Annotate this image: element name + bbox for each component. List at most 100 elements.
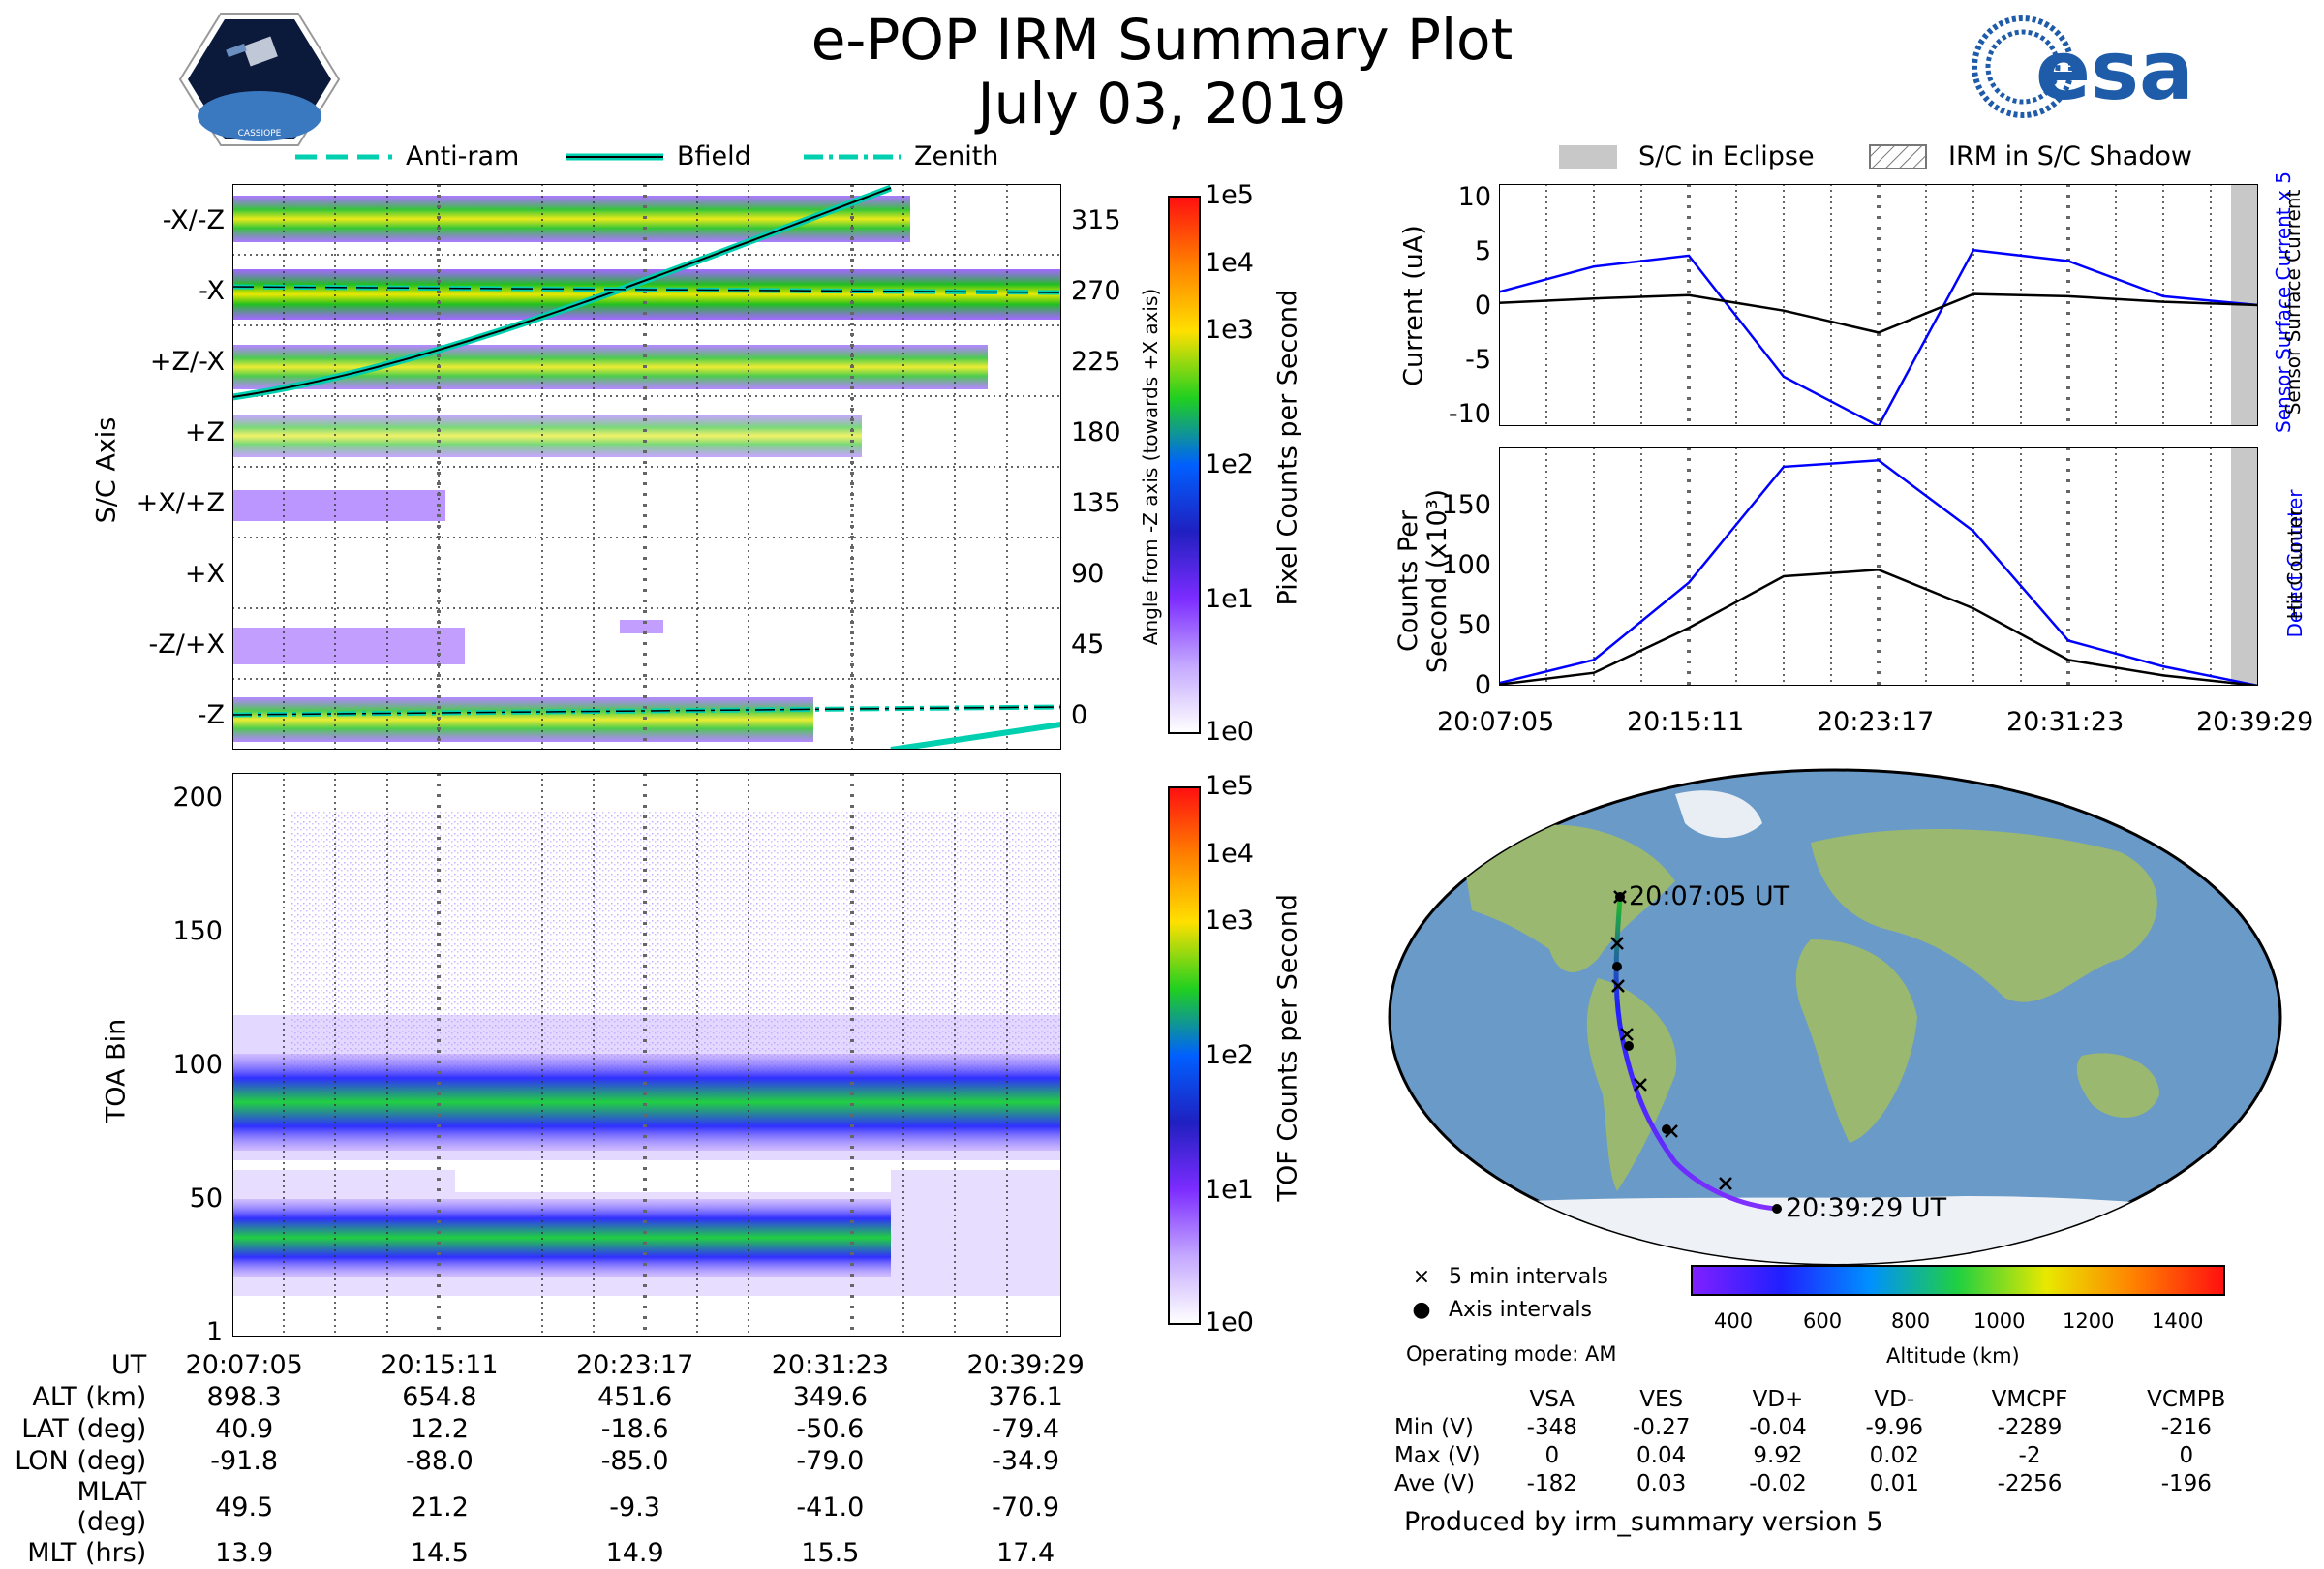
orbit-row: ALT (km) 898.3 654.8 451.6 349.6 376.1: [0, 1381, 1123, 1413]
axis-tick: -Z/+X: [148, 630, 225, 660]
orbit-row-label: ALT (km): [32, 1382, 147, 1412]
colorbar-tick: 1e5: [1205, 771, 1254, 801]
svg-text:CASSIOPE: CASSIOPE: [238, 129, 282, 138]
axis-tick: 1: [205, 1317, 223, 1347]
voltage-cell: -216: [2160, 1414, 2212, 1440]
orbit-row-label: UT: [111, 1350, 147, 1380]
colorbar-tick: 1e4: [1205, 248, 1254, 278]
orbit-row: LAT (deg) 40.9 12.2 -18.6 -50.6 -79.4: [0, 1413, 1123, 1445]
axis-tick: 135: [1071, 488, 1121, 518]
colorbar-tick: 1e3: [1205, 906, 1254, 936]
colorbar-tick: 1e4: [1205, 839, 1254, 869]
axis-tick: 225: [1071, 347, 1121, 377]
alt-tick: 600: [1803, 1309, 1843, 1333]
axis-tick: 150: [172, 916, 223, 946]
orbit-table: UT 20:07:05 20:15:11 20:23:17 20:31:23 20:39:…: [0, 1349, 1123, 1569]
axis-tick: 0: [1071, 700, 1088, 730]
legend-bfield: Bfield: [566, 141, 751, 171]
voltage-cell: -2256: [1997, 1470, 2063, 1496]
axis-tick: +Z/-X: [149, 347, 225, 377]
axis-tick: 5: [1474, 236, 1491, 266]
track-start-label: 20:07:05 UT: [1629, 881, 1790, 911]
voltage-cell: -196: [2160, 1470, 2212, 1496]
axis-tick: +Z: [184, 417, 225, 447]
x-tick: 20:31:23: [2006, 707, 2125, 737]
series-line-1: [1499, 292, 2258, 334]
orbit-cell: -41.0: [796, 1492, 865, 1523]
voltage-cell: -182: [1526, 1470, 1577, 1496]
orbit-cell: 376.1: [988, 1382, 1063, 1412]
svg-text:esa: esa: [2035, 23, 2194, 118]
sc-axis-spectrogram: [232, 184, 1061, 750]
eclipse-region: [2231, 447, 2258, 686]
orbit-cell: 21.2: [410, 1492, 469, 1523]
axis-tick: 270: [1071, 276, 1121, 306]
orbit-row: MLT (hrs) 13.9 14.5 14.9 15.5 17.4: [0, 1537, 1123, 1569]
y-axis-label: Counts Per Second (x10³): [1393, 488, 1452, 674]
axis-tick: 315: [1071, 205, 1121, 235]
axis-tick: -10: [1448, 399, 1491, 429]
axis-tick: 0: [1474, 670, 1491, 700]
orbit-cell: -79.4: [992, 1414, 1060, 1444]
colorbar-tick: 1e2: [1205, 449, 1254, 479]
voltage-cell: -2289: [1997, 1414, 2063, 1440]
colorbar-label: TOF Counts per Second: [1272, 894, 1303, 1202]
voltage-column-header: VD+: [1752, 1386, 1804, 1412]
page-title: e-POP IRM Summary Plot: [810, 7, 1514, 73]
y2-axis-label: Angle from -Z axis (towards +X axis): [1139, 288, 1162, 646]
voltage-table: VSA VES VD+ VD- VMCPF VCMPB Min (V) -348 -0.27 -…: [1394, 1385, 2266, 1497]
x-tick: 20:39:29: [2196, 707, 2314, 737]
legend-axis: ● Axis intervals: [1412, 1298, 1592, 1322]
orbit-cell: 14.5: [410, 1538, 469, 1568]
tof-colorbar: [1168, 786, 1201, 1325]
operating-mode: Operating mode: AM: [1406, 1342, 1617, 1366]
ground-track-map: 20:07:05 UT 20:39:29 UT: [1388, 768, 2282, 1266]
alt-tick: 1000: [1973, 1309, 2026, 1333]
voltage-cell: 9.92: [1753, 1442, 1803, 1468]
alt-tick: 1400: [2152, 1309, 2204, 1333]
orbit-cell: 20:39:29: [966, 1350, 1085, 1380]
voltage-cell: 0: [1544, 1442, 1560, 1468]
voltage-column-header: VD-: [1874, 1386, 1915, 1412]
counts-chart: [1499, 447, 2258, 686]
orbit-cell: -18.6: [600, 1414, 669, 1444]
colorbar-tick: 1e5: [1205, 180, 1254, 210]
orbit-cell: 17.4: [996, 1538, 1055, 1568]
axis-tick: -X: [199, 276, 225, 306]
axis-tick: 100: [172, 1050, 223, 1080]
alt-tick: 1200: [2063, 1309, 2115, 1333]
voltage-row-label: Max (V): [1394, 1442, 1481, 1468]
axis-tick: 50: [1457, 610, 1491, 640]
ground-track: [1613, 896, 1778, 1212]
orbit-cell: 20:07:05: [185, 1350, 303, 1380]
orbit-cell: 13.9: [215, 1538, 274, 1568]
orbit-cell: 15.5: [801, 1538, 860, 1568]
track-end-label: 20:39:29 UT: [1786, 1193, 1947, 1223]
axis-tick: +X: [184, 559, 225, 589]
alt-tick: 400: [1714, 1309, 1754, 1333]
orbit-row-label: MLT (hrs): [27, 1538, 147, 1568]
toa-spectrogram: [232, 773, 1061, 1337]
voltage-cell: 0.02: [1869, 1442, 1919, 1468]
orbit-row: MLAT (deg) 49.5 21.2 -9.3 -41.0 -70.9: [0, 1477, 1123, 1537]
voltage-row-label: Ave (V): [1394, 1470, 1476, 1496]
axis-tick: 200: [172, 783, 223, 813]
current-chart: [1499, 184, 2258, 426]
legend-zenith: Zenith: [804, 141, 999, 171]
voltage-cell: -0.04: [1749, 1414, 1807, 1440]
orbit-cell: -34.9: [992, 1446, 1060, 1476]
legend-shadow: IRM in S/C Shadow: [1869, 141, 2192, 171]
orbit-cell: -85.0: [600, 1446, 669, 1476]
orbit-row-label: MLAT (deg): [76, 1477, 147, 1537]
pixel-colorbar: [1168, 196, 1201, 734]
legend-eclipse: S/C in Eclipse: [1559, 141, 1815, 171]
axis-tick: 150: [1441, 490, 1491, 520]
orbit-cell: 12.2: [410, 1414, 469, 1444]
voltage-column-header: VMCPF: [1991, 1386, 2068, 1412]
colorbar-tick: 1e3: [1205, 315, 1254, 345]
series-line-0: [1499, 459, 2258, 686]
voltage-cell: 0.04: [1636, 1442, 1687, 1468]
right-label-black: Hit Counter: [2283, 508, 2307, 620]
orbit-cell: 20:15:11: [381, 1350, 499, 1380]
orbit-cell: 898.3: [206, 1382, 282, 1412]
